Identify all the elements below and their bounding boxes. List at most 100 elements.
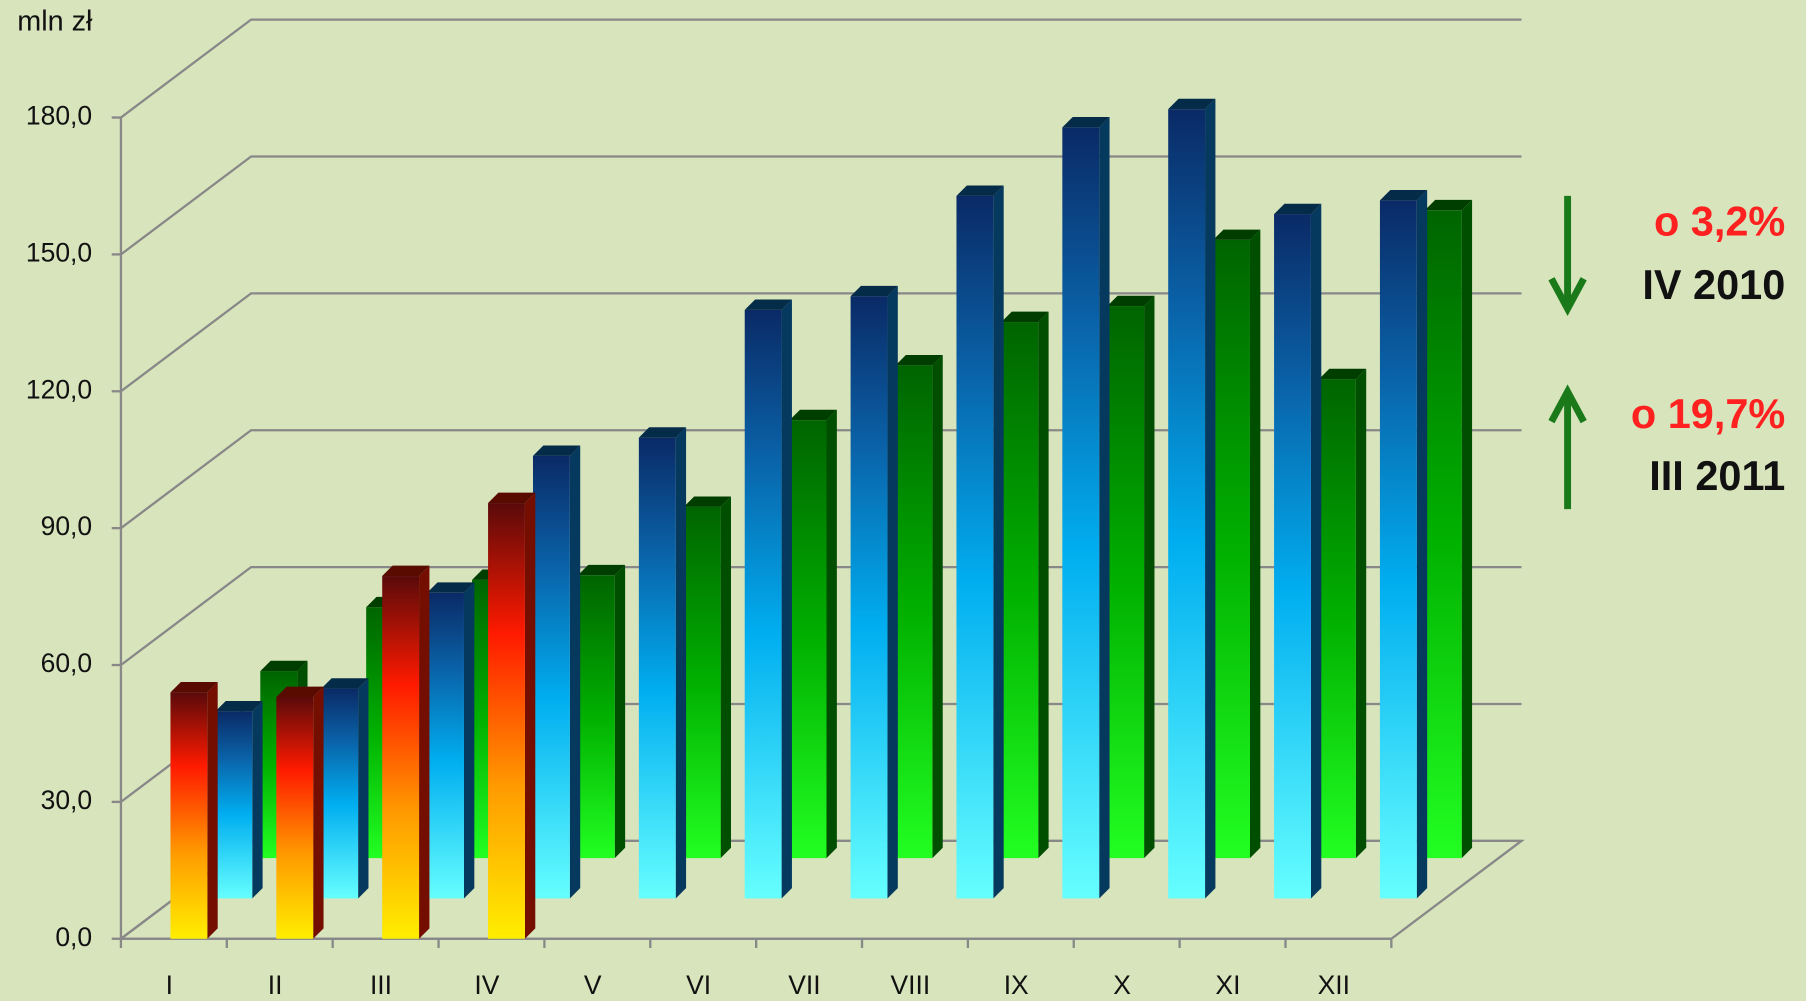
bar — [1001, 311, 1049, 859]
bar-front — [1107, 306, 1145, 859]
bars — [170, 98, 1473, 939]
bar-top — [744, 299, 792, 310]
bar-front — [577, 575, 615, 859]
annotation: IV 2010 — [1642, 261, 1785, 308]
x-tick-label: I — [166, 970, 173, 1000]
bar-front — [789, 420, 827, 859]
bar-front — [744, 309, 782, 899]
bar-side — [313, 686, 324, 939]
bar-top — [850, 285, 898, 297]
bar-top — [215, 701, 263, 712]
bar-top — [956, 185, 1004, 196]
x-tick-label: V — [584, 970, 602, 1000]
x-tick-label: X — [1113, 970, 1131, 1000]
bar-side — [358, 678, 369, 899]
bar-front — [638, 437, 676, 899]
bar-top — [1318, 368, 1367, 380]
bar-side — [1416, 190, 1428, 899]
x-tick-label: VII — [788, 970, 820, 1000]
bar-front — [1168, 109, 1206, 899]
bar — [532, 445, 581, 899]
bar — [1318, 368, 1367, 859]
bar-top — [1001, 311, 1049, 323]
bar — [276, 686, 324, 939]
bar-side — [781, 299, 792, 899]
bar-top — [1168, 98, 1216, 110]
bar-top — [1424, 199, 1473, 211]
bar-side — [1310, 203, 1322, 899]
bar — [1424, 199, 1473, 859]
bar-side — [1099, 117, 1110, 899]
y-tick-label: 180,0 — [26, 101, 92, 131]
y-tick-label: 150,0 — [26, 237, 92, 267]
bar — [638, 427, 687, 899]
bar-side — [826, 409, 837, 859]
bar-side — [1461, 199, 1473, 859]
y-tick-label: 60,0 — [41, 648, 93, 678]
y-tick-label: 0,0 — [55, 922, 92, 952]
bar — [1062, 117, 1110, 899]
x-tick-label: II — [268, 970, 283, 1000]
y-axis-label: mln zł — [17, 6, 93, 38]
bar-side — [1144, 295, 1155, 859]
bar — [1168, 98, 1216, 899]
bar-top — [1062, 117, 1110, 128]
bar-side — [1249, 229, 1261, 859]
bar-top — [427, 582, 475, 593]
bar-front — [1062, 127, 1100, 899]
bar — [321, 678, 369, 899]
bar-side — [720, 496, 731, 859]
x-tick-label: IX — [1004, 970, 1029, 1000]
bar-top — [1107, 295, 1155, 307]
y-tick-label: 120,0 — [26, 374, 92, 404]
bar-front — [1379, 200, 1417, 899]
bar-front — [276, 696, 314, 939]
bar-side — [524, 492, 536, 939]
bar — [683, 496, 731, 859]
bar-side — [463, 582, 475, 899]
bar-front — [895, 365, 933, 859]
bar-front — [1001, 322, 1039, 859]
bar — [427, 582, 475, 899]
bar — [895, 355, 943, 859]
y-tick-label: 30,0 — [41, 785, 93, 815]
y-tick-label: 90,0 — [41, 511, 93, 541]
bar — [215, 701, 263, 899]
bar-side — [419, 565, 430, 939]
bar — [1379, 190, 1428, 899]
bar-top — [1274, 203, 1322, 215]
bar-front — [1318, 379, 1356, 859]
bar-side — [887, 285, 898, 899]
grid-line — [120, 18, 1522, 119]
bar-side — [932, 355, 943, 859]
bar-front — [170, 692, 208, 939]
bar-front — [488, 503, 525, 939]
bar — [744, 299, 792, 899]
bar-side — [569, 445, 581, 899]
bar — [956, 185, 1004, 899]
bar-top — [170, 682, 218, 693]
bar — [577, 564, 626, 859]
bar — [488, 492, 536, 939]
arrow-down — [1548, 195, 1587, 317]
bar — [1107, 295, 1155, 859]
bar — [1274, 203, 1322, 899]
bar-top — [638, 427, 687, 438]
bar-side — [993, 185, 1004, 899]
bar-top — [683, 496, 731, 507]
bar-front — [532, 455, 570, 899]
bar-side — [1205, 98, 1216, 899]
bar-top — [276, 686, 324, 697]
bar — [170, 682, 218, 939]
bar-top — [895, 355, 943, 366]
bar-front — [382, 576, 420, 939]
bar-top — [488, 492, 536, 504]
x-tick-label: XI — [1215, 970, 1240, 1000]
bar-side — [675, 427, 687, 899]
bar — [382, 565, 430, 939]
bar — [789, 409, 837, 859]
bar-front — [956, 195, 994, 899]
bar-top — [1213, 229, 1261, 240]
